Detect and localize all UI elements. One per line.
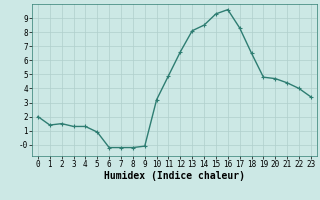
X-axis label: Humidex (Indice chaleur): Humidex (Indice chaleur)	[104, 171, 245, 181]
